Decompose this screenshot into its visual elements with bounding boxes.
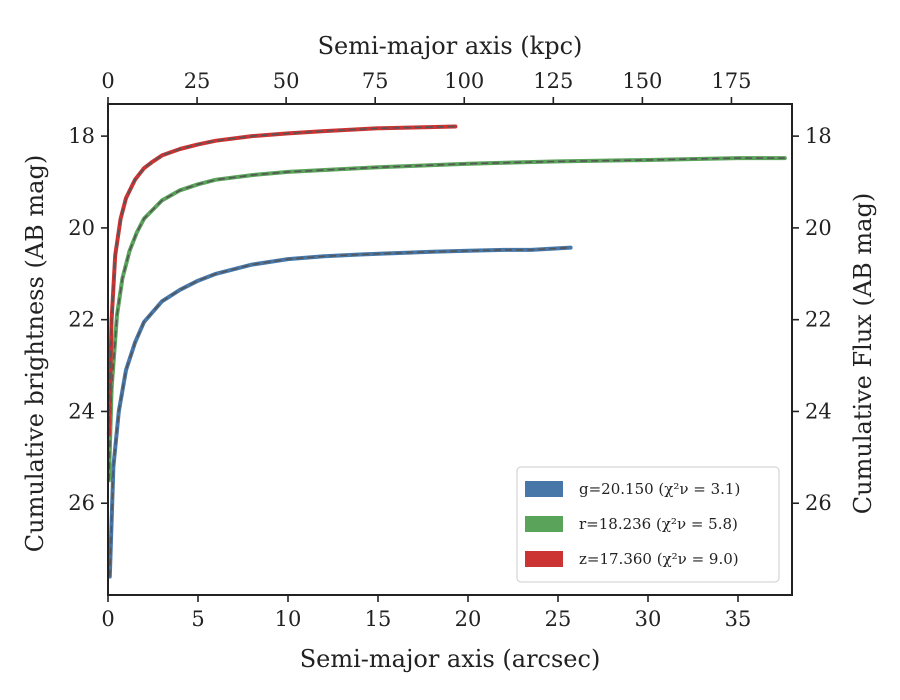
x-tick-label: 10 — [275, 607, 302, 631]
y-axis-title: Cumulative brightness (AB mag) — [21, 155, 49, 552]
top-x-tick-label: 25 — [184, 69, 211, 93]
y-tick-label: 24 — [68, 399, 95, 423]
y-tick-label: 20 — [68, 216, 95, 240]
top-x-tick-label: 0 — [101, 69, 114, 93]
legend-swatch-z — [525, 551, 563, 567]
legend-label-z: z=17.360 (χ²ν = 9.0) — [579, 550, 739, 568]
plot-frame — [107, 103, 793, 596]
top-x-tick-label: 175 — [711, 69, 751, 93]
right-y-tick-label: 26 — [805, 491, 832, 515]
axis-ticks: 0 5 10 15 20 25 30 35 0 25 50 75 100 125 150 175 18 18 20 2… — [68, 69, 831, 631]
x-tick-label: 5 — [191, 607, 204, 631]
top-x-tick-label: 150 — [622, 69, 662, 93]
series-r-model-line — [108, 157, 785, 481]
plot-series — [106, 124, 787, 579]
legend-box — [516, 466, 780, 583]
series-g-line — [107, 245, 573, 579]
top-x-tick-label: 75 — [362, 69, 389, 93]
top-x-tick-label: 100 — [444, 69, 484, 93]
top-x-axis-title: Semi-major axis (kpc) — [318, 32, 583, 60]
x-tick-label: 25 — [545, 607, 572, 631]
legend-label-g: g=20.150 (χ²ν = 3.1) — [579, 480, 740, 498]
x-tick-label: 0 — [101, 607, 114, 631]
series-r-line — [106, 156, 787, 483]
right-y-tick-label: 24 — [805, 399, 832, 423]
legend-swatch-g — [525, 481, 563, 497]
right-y-tick-label: 20 — [805, 216, 832, 240]
top-x-tick-label: 50 — [273, 69, 300, 93]
series-g-model-line — [109, 246, 571, 577]
legend-label-r: r=18.236 (χ²ν = 5.8) — [579, 515, 738, 533]
legend: g=20.150 (χ²ν = 3.1) r=18.236 (χ²ν = 5.8)… — [516, 466, 780, 583]
x-tick-label: 20 — [455, 607, 482, 631]
right-y-tick-label: 22 — [805, 308, 832, 332]
right-y-tick-label: 18 — [805, 124, 832, 148]
series-z-model-line — [108, 125, 456, 435]
top-x-tick-label: 125 — [533, 69, 573, 93]
y-tick-label: 22 — [68, 308, 95, 332]
y-tick-label: 26 — [68, 491, 95, 515]
y-tick-label: 18 — [68, 124, 95, 148]
x-tick-label: 30 — [635, 607, 662, 631]
right-y-axis-title: Cumulative Flux (AB mag) — [849, 193, 877, 514]
x-tick-label: 15 — [365, 607, 392, 631]
legend-swatch-r — [525, 516, 563, 532]
x-tick-label: 35 — [725, 607, 752, 631]
x-axis-title: Semi-major axis (arcsec) — [300, 645, 601, 673]
